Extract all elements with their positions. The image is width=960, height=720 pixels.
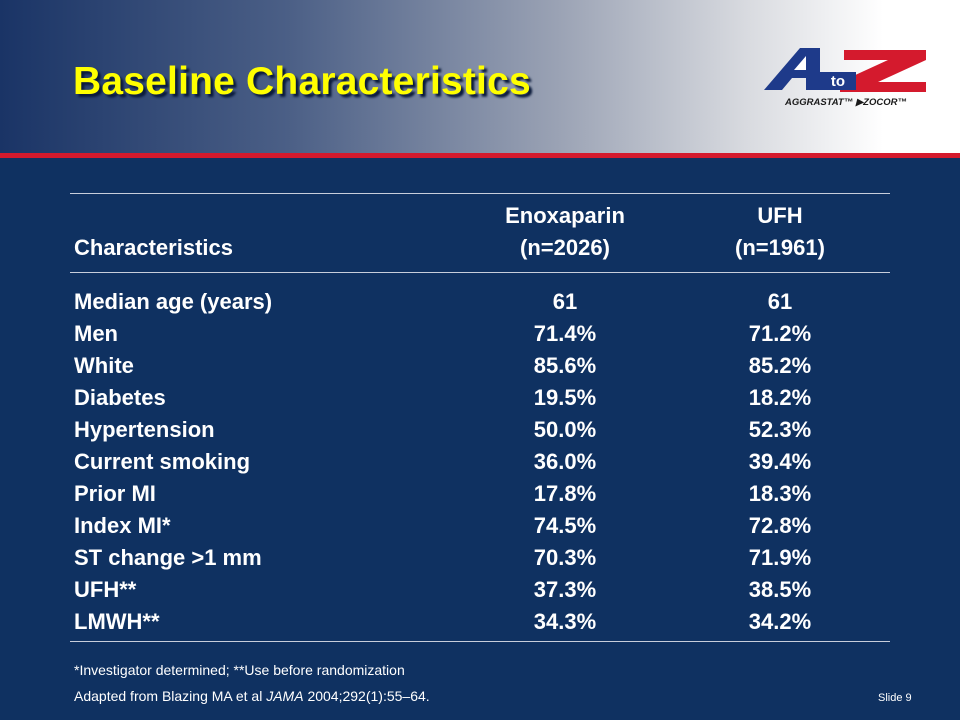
ufh-value: 71.9% [748,545,812,570]
header-enoxaparin-n: (n=2026) [520,235,610,260]
table-bottom-rule [70,641,890,642]
ufh-value: 38.5% [748,577,812,602]
row-label: Current smoking [74,449,251,474]
table-row: Diabetes 19.5% 18.2% [0,382,960,414]
slide-number: Slide 9 [878,692,912,704]
row-label: LMWH** [74,609,160,634]
enoxaparin-value: 71.4% [533,321,597,346]
enoxaparin-value: 74.5% [533,513,597,538]
table-row: Men 71.4% 71.2% [0,318,960,350]
ufh-value: 18.2% [748,385,812,410]
row-label: White [74,353,134,378]
table-row: Hypertension 50.0% 52.3% [0,414,960,446]
enoxaparin-value: 36.0% [533,449,597,474]
row-label: Index MI* [74,513,171,538]
ufh-value: 72.8% [748,513,812,538]
row-label: Diabetes [74,385,166,410]
enoxaparin-value: 61 [552,289,578,314]
logo-letter-a-counter [794,56,806,70]
footnote: *Investigator determined; **Use before r… [74,662,405,678]
citation: Adapted from Blazing MA et al JAMA 2004;… [74,688,430,704]
row-label: Prior MI [74,481,156,506]
table-top-rule [70,193,890,194]
ufh-value: 61 [767,289,793,314]
logo-tagline: AGGRASTAT™ ▶ZOCOR™ [784,97,907,108]
ufh-value: 39.4% [748,449,812,474]
row-label: Hypertension [74,417,215,442]
table-row: UFH** 37.3% 38.5% [0,574,960,606]
row-label: Median age (years) [74,289,273,314]
row-label: ST change >1 mm [74,545,262,570]
a-to-z-logo: to AGGRASTAT™ ▶ZOCOR™ [764,48,926,108]
enoxaparin-value: 50.0% [533,417,597,442]
table-row: Prior MI 17.8% 18.3% [0,478,960,510]
enoxaparin-value: 85.6% [533,353,597,378]
logo-to-badge [820,72,856,90]
table-row: ST change >1 mm 70.3% 71.9% [0,542,960,574]
row-label: UFH** [74,577,137,602]
header-ufh-n: (n=1961) [735,235,825,260]
citation-journal: JAMA [266,688,304,704]
ufh-value: 34.2% [748,609,812,634]
ufh-value: 85.2% [748,353,812,378]
table-row: White 85.6% 85.2% [0,350,960,382]
table-row: Index MI* 74.5% 72.8% [0,510,960,542]
table-header-rule [70,272,890,273]
row-label: Men [74,321,118,346]
header-divider [0,153,960,158]
table-row: LMWH** 34.3% 34.2% [0,606,960,638]
logo-letter-a-shape [764,48,820,90]
enoxaparin-value: 17.8% [533,481,597,506]
ufh-value: 18.3% [748,481,812,506]
ufh-value: 52.3% [748,417,812,442]
header-enoxaparin: Enoxaparin [505,203,625,228]
header-characteristics: Characteristics [74,235,233,260]
enoxaparin-value: 19.5% [533,385,597,410]
table-row: Median age (years) 61 61 [0,286,960,318]
enoxaparin-value: 34.3% [533,609,597,634]
logo-letter-z-shape [840,50,926,92]
enoxaparin-value: 37.3% [533,577,597,602]
logo-to-text: to [831,73,845,90]
citation-authors: Adapted from Blazing MA et al [74,688,267,704]
header-ufh: UFH [757,203,803,228]
enoxaparin-value: 70.3% [533,545,597,570]
ufh-value: 71.2% [748,321,812,346]
table-row: Current smoking 36.0% 39.4% [0,446,960,478]
citation-details: 2004;292(1):55–64. [303,688,430,704]
slide-title: Baseline Characteristics [73,60,531,103]
